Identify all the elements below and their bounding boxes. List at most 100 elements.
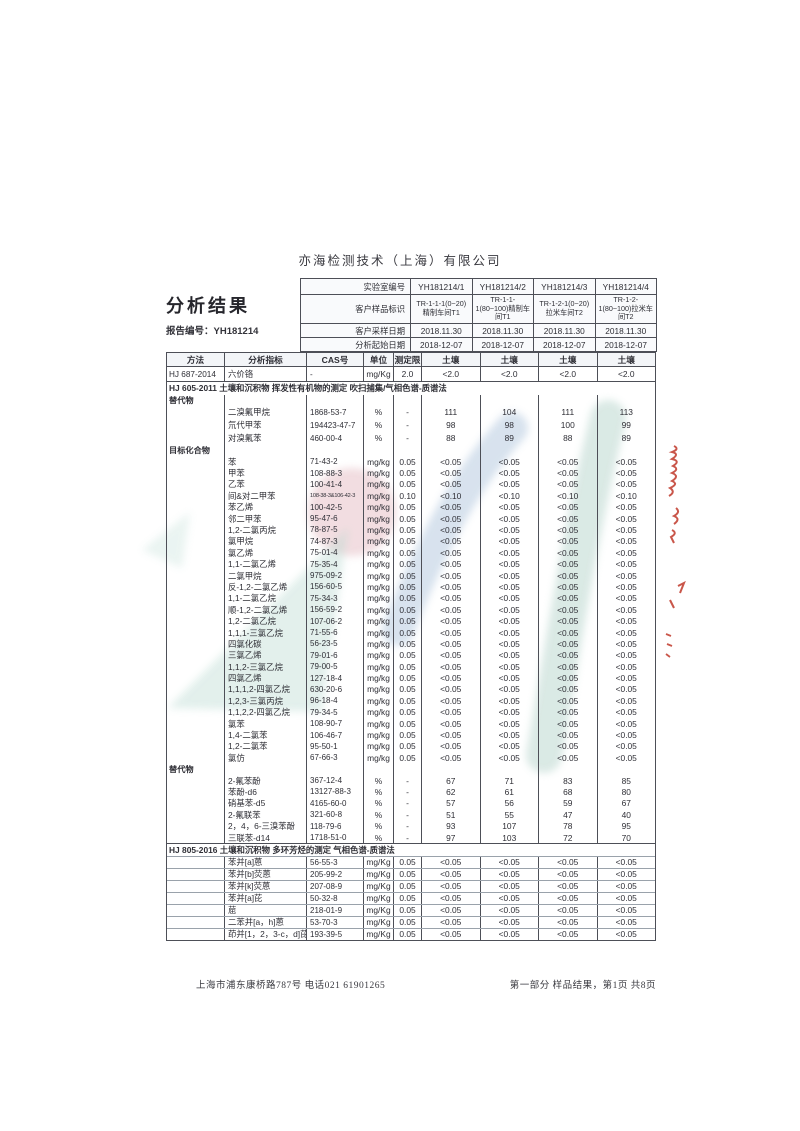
result-row: 苯并[k]荧蒽 207-08-9 mg/Kg 0.05 <0.05 <0.05 <0.05 <… [167,879,655,892]
info-label: 实验室编号 [363,281,406,292]
results-header-row: 方法 分析指标 CAS号 单位 测定限 土壤 土壤 土壤 土壤 [167,353,655,367]
method-cell [167,661,224,672]
analyte-cell: 六价铬 [224,367,306,381]
cas-cell: 75-01-4 [306,547,363,559]
analyte-cell: 苯并[a]蒽 [224,856,306,868]
value-cell: <0.05 [421,547,480,559]
result-row: 四氯乙烯 127-18-4 mg/kg 0.05 <0.05 <0.05 <0.05 <0.0… [167,672,655,684]
cas-cell: 75-34-3 [306,592,363,605]
result-row: 2，4，6-三溴苯酚 118-79-6% -93 107 78 95 [167,820,655,832]
analyte-cell: 乙苯 [224,478,306,491]
analyte-cell: 苯乙烯 [224,501,306,513]
limit-cell: 0.05 [393,695,421,707]
analyte-cell: 1,1-二氯乙烯 [224,558,306,570]
value-cell: <0.05 [421,535,480,548]
analyte-cell: 2-氟苯酚 [224,774,306,787]
value-cell: <0.05 [421,524,480,536]
method-cell [167,741,224,752]
unit-cell: mg/kg [363,547,393,559]
limit-cell: - [393,774,421,787]
analyte-cell: 2-氟联苯 [224,809,306,821]
value-cell: <0.05 [596,683,656,696]
value-cell: <0.10 [596,490,656,502]
analyte-cell [224,444,306,456]
value-cell: <0.05 [479,892,539,904]
value-cell: <0.05 [538,717,597,730]
value-cell: <0.05 [479,547,539,559]
limit-cell: 0.05 [393,856,421,868]
unit-cell [363,444,393,456]
info-value: YH181214/4 [594,279,657,294]
value-cell: <0.05 [421,904,480,916]
value-cell: 61 [479,786,539,798]
cas-cell [306,394,363,406]
value-cell: <0.05 [538,695,597,707]
unit-cell [363,763,393,775]
unit-cell: mg/Kg [363,904,393,916]
unit-cell: % [363,774,393,787]
value-cell: 80 [596,786,656,798]
value-cell: <0.05 [538,729,597,741]
limit-cell: 0.05 [393,592,421,605]
value-cell: <0.05 [538,928,597,940]
method-cell [167,857,224,868]
cas-cell: 156-60-5 [306,581,363,593]
analyte-cell: 二溴氟甲烷 [224,405,306,419]
value-cell: 113 [596,405,656,419]
method-cell [167,672,224,683]
result-row: 二溴氟甲烷 1868-53-7% -111 104 111 113 [167,405,656,419]
method-cell [167,513,224,524]
info-value: 2018.11.30 [594,324,657,337]
method-cell [167,456,224,467]
limit-cell: 0.05 [393,916,421,928]
result-row: 1,2-二氯丙烷 78-87-5 mg/kg 0.05 <0.05 <0.05 <0.05 <… [167,524,655,536]
result-row: 1,2-二氯苯 95-50-1 mg/kg 0.05 <0.05 <0.05 <0.05 <0… [167,740,655,753]
value-cell: <0.05 [538,558,597,570]
value-cell: <0.05 [596,558,656,570]
method-cell [167,627,224,638]
value-cell [479,763,539,775]
method-cell [167,820,224,831]
analyte-cell: 苯并[a]芘 [224,892,306,904]
unit-cell: mg/kg [363,740,393,753]
unit-cell: % [363,809,393,821]
info-value: TR-1-2-1(0~20)拉米车间T2 [533,295,595,323]
analyte-cell: 氘代甲苯 [224,418,306,432]
value-cell: 71 [479,774,539,787]
result-row: 三氯乙烯 79-01-6 mg/kg 0.05 <0.05 <0.05 <0.05 <0.05 [167,649,655,661]
info-value: TR-1-1-1(80~100)精制车间T1 [471,295,534,323]
cas-cell: 106-46-7 [306,729,363,741]
value-cell: <0.05 [421,626,480,639]
value-cell: <0.05 [596,581,656,593]
method-cell [167,729,224,740]
value-cell: <0.05 [421,892,480,904]
unit-cell: mg/kg [363,558,393,570]
value-cell: <0.05 [596,512,656,525]
value-cell: <0.05 [421,695,480,707]
value-cell: <0.05 [421,478,480,491]
unit-cell: mg/kg [363,604,393,616]
unit-cell: % [363,418,393,432]
limit-cell: 0.05 [393,615,421,627]
analyte-cell: 苯并[k]荧蒽 [224,880,306,892]
limit-cell: 0.05 [393,672,421,684]
result-row: 1,1,1-三氯乙烷 71-55-6 mg/kg 0.05 <0.05 <0.05 <0.0… [167,626,655,639]
method-cell [167,650,224,661]
method-cell [167,905,224,916]
info-value: YH181214/1 [410,279,472,294]
cas-cell: 207-08-9 [306,880,363,892]
value-cell: <0.05 [538,649,597,661]
info-label: 客户采样日期 [355,325,405,336]
limit-cell: 2.0 [393,367,421,381]
limit-cell: 0.05 [393,683,421,696]
limit-cell: 0.05 [393,478,421,491]
cas-cell: 118-79-6 [306,820,363,832]
value-cell: <0.05 [421,501,480,513]
value-cell: <0.05 [479,524,539,536]
analyte-cell: 1,1,2,2-四氯乙烷 [224,706,306,718]
limit-cell: 0.05 [393,581,421,593]
value-cell: <0.05 [479,880,539,892]
value-cell: <0.05 [538,892,597,904]
column-header: 方法 [186,354,205,365]
result-row: 苯并[a]蒽 56-55-3 mg/Kg 0.05 <0.05 <0.05 <0.05 <0.… [167,855,655,868]
